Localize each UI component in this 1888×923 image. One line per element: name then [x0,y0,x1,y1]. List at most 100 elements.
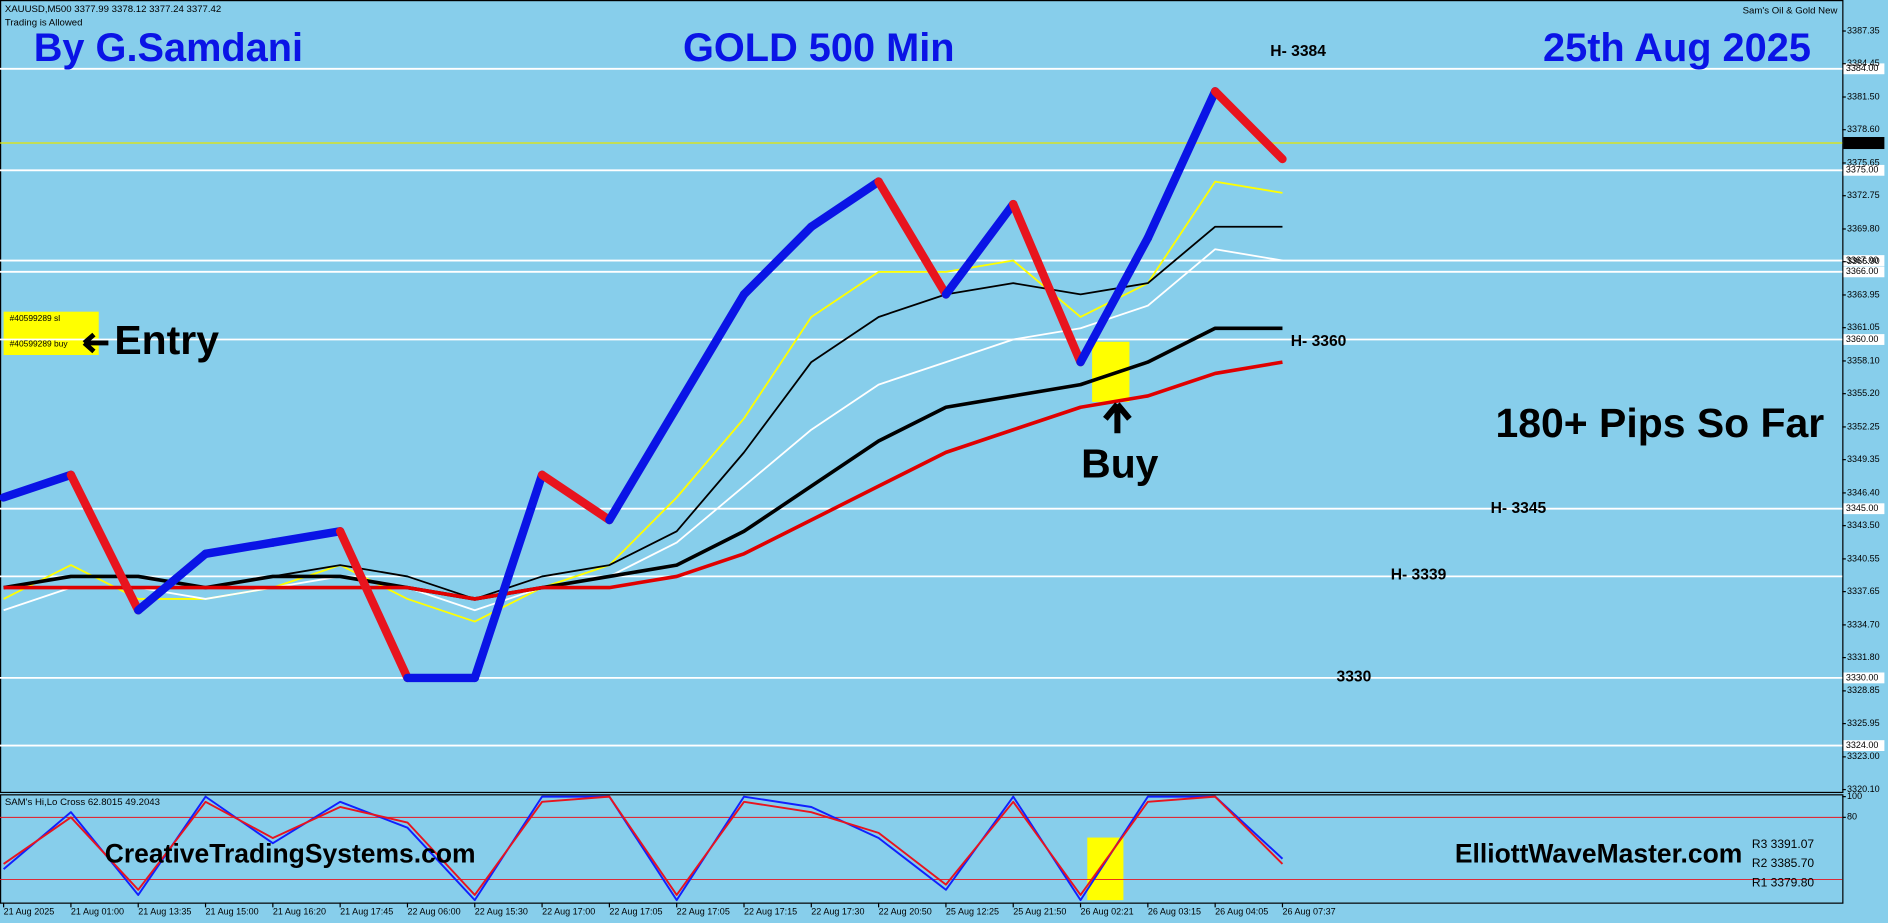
price-segment [807,177,883,231]
y-tick-label: 100 [1847,791,1862,801]
y-tick-label: 3325.95 [1847,718,1880,728]
oscillator-highlight [1087,837,1124,901]
order-buy: #40599289 buy [10,338,69,348]
x-tick-label: 21 Aug 17:45 [340,907,393,917]
y-tick-label: 3366.90 [1847,256,1880,266]
x-tick-label: 22 Aug 17:05 [677,907,730,917]
grid [0,30,1885,908]
series-line [3,360,1283,601]
y-tick-label: 3346.40 [1847,487,1880,497]
website-left: CreativeTradingSystems.com [105,839,476,869]
level-label-box [1843,63,1885,75]
y-tick-label: 3340.55 [1847,553,1880,563]
order-sl: #40599289 sl [10,313,61,323]
y-tick-label: 3320.10 [1847,784,1880,794]
y-tick-label: 3369.80 [1847,223,1880,233]
indicator-name: Sam's Oil & Gold New [1743,5,1838,16]
series [0,87,1287,902]
x-tick-label: 21 Aug 01:00 [71,907,124,917]
y-tick-label: 3355.20 [1847,388,1880,398]
price-segment [1076,233,1153,367]
order-box [3,311,99,355]
level-annotation: H- 3345 [1491,500,1547,517]
y-tick-label: 3358.10 [1847,355,1880,365]
y-tick-label: 3375.65 [1847,157,1880,167]
current-price-box [1843,137,1885,150]
x-tick-label: 22 Aug 17:05 [609,907,662,917]
price-segment [941,199,1018,299]
x-tick-label: 22 Aug 06:00 [407,907,460,917]
main-panel [0,0,1844,794]
website-right: ElliottWaveMaster.com [1455,839,1742,869]
y-tick-label: 3349.35 [1847,454,1880,464]
x-tick-label: 22 Aug 15:30 [475,907,528,917]
series-line [3,795,1284,896]
y-tick-label: 3328.85 [1847,685,1880,695]
y-tick-label: 3387.35 [1847,25,1880,35]
pivot-label: R1 3379.80 [1752,875,1814,889]
x-tick-label: 21 Aug 2025 [4,907,55,917]
oscillator-name: SAM's Hi,Lo Cross 62.8015 49.2043 [5,797,160,808]
level-label: 3375.00 [1846,165,1879,175]
price-segment [537,470,614,525]
level-label-box [1843,503,1885,515]
level-annotation: 3330 [1337,669,1372,686]
x-tick-label: 25 Aug 12:25 [946,907,999,917]
x-tick-label: 21 Aug 16:20 [273,907,326,917]
price-segment [268,527,345,547]
y-tick-label: 3323.00 [1847,751,1880,761]
y-tick-label: 3378.60 [1847,124,1880,134]
x-tick-label: 22 Aug 20:50 [879,907,932,917]
chart-title: GOLD 500 Min [683,26,955,70]
price-segment [739,222,816,299]
y-tick-label: 3337.65 [1847,586,1880,596]
y-tick-label: 80 [1847,812,1857,822]
pivot-label: R3 3391.07 [1752,837,1814,851]
price-segment [134,549,210,615]
level-label: 3345.00 [1846,503,1879,513]
x-tick-label: 26 Aug 07:37 [1282,907,1335,917]
level-label: 3324.00 [1846,740,1879,750]
y-tick-label: 3381.50 [1847,91,1880,101]
level-label: 3330.00 [1846,672,1879,682]
y-tick-label: 3363.95 [1847,289,1880,299]
level-label-box [1843,334,1885,345]
oscillator-panel [0,794,1844,904]
y-tick-label: 3331.80 [1847,652,1880,662]
price-segment [672,290,749,412]
level-label-box [1843,164,1885,176]
labels: XAUUSD,M500 3377.99 3378.12 3377.24 3377… [4,4,1880,916]
level-label: 3366.00 [1846,266,1879,276]
entry-label: Entry [114,317,219,363]
y-tick-label: 3361.05 [1847,322,1880,332]
level-label: 3367.00 [1846,255,1879,265]
current-price-label: 3377.42 [1846,137,1879,147]
x-tick-label: 25 Aug 21:50 [1013,907,1066,917]
price-segment [66,470,143,615]
price-segment [1210,87,1287,164]
buy-label: Buy [1081,441,1159,487]
buy-arrow [1103,402,1132,434]
x-tick-label: 26 Aug 03:15 [1148,907,1201,917]
level-label: 3384.00 [1846,63,1879,73]
price-segment [1009,199,1085,367]
price-segment [0,470,76,502]
y-tick-label: 3372.75 [1847,190,1880,200]
x-tick-label: 26 Aug 04:05 [1215,907,1268,917]
symbol-info: XAUUSD,M500 3377.99 3378.12 3377.24 3377… [5,4,221,15]
level-label-box [1843,740,1885,751]
trading-status: Trading is Allowed [5,17,83,28]
author: By G.Samdani [34,26,303,70]
price-segment [201,538,278,559]
series-line [2,795,1284,902]
level-label-box [1843,255,1885,266]
price-segment [335,527,412,683]
level-annotation: H- 3384 [1270,43,1326,60]
pivot-label: R2 3385.70 [1752,856,1814,870]
y-tick-label: 3352.25 [1847,421,1880,431]
price-segment [1143,87,1220,243]
x-tick-label: 21 Aug 15:00 [206,907,259,917]
price-segment [470,470,547,683]
